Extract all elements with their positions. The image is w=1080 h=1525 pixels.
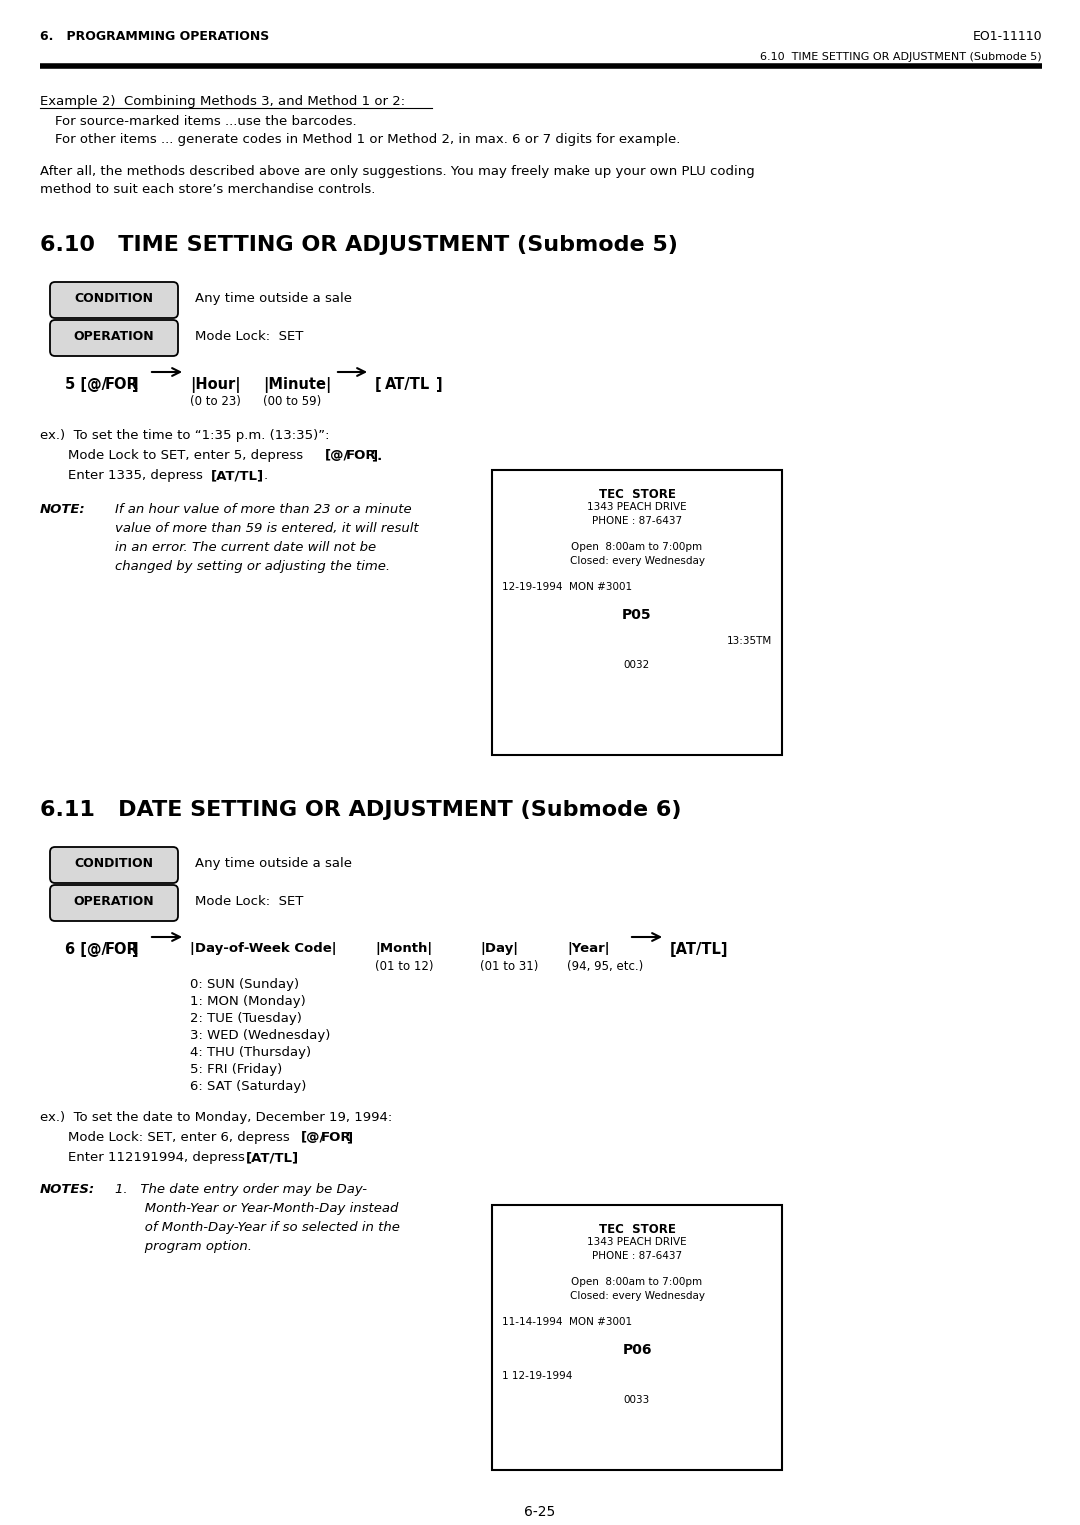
Text: Mode Lock:  SET: Mode Lock: SET [195,895,303,907]
Text: FOR: FOR [346,448,377,462]
Text: ]: ] [436,377,443,392]
FancyBboxPatch shape [50,282,178,319]
Text: |Day|: |Day| [480,942,518,955]
Text: 5 [: 5 [ [65,377,87,392]
Text: |Day-of-Week Code|: |Day-of-Week Code| [190,942,337,955]
Text: Month-Year or Year-Month-Day instead: Month-Year or Year-Month-Day instead [114,1202,399,1215]
Text: For other items ... generate codes in Method 1 or Method 2, in max. 6 or 7 digit: For other items ... generate codes in Me… [55,133,680,146]
FancyBboxPatch shape [50,884,178,921]
Text: Any time outside a sale: Any time outside a sale [195,291,352,305]
Text: AT/TL: AT/TL [384,377,430,392]
Text: If an hour value of more than 23 or a minute: If an hour value of more than 23 or a mi… [114,503,411,515]
Text: Enter 112191994, depress: Enter 112191994, depress [68,1151,249,1164]
Text: |Month|: |Month| [375,942,432,955]
Text: TEC  STORE: TEC STORE [598,1223,675,1235]
Text: ].: ]. [372,448,382,462]
Text: [AT/TL]: [AT/TL] [670,942,729,958]
Text: FOR: FOR [105,942,138,958]
Text: 0: SUN (Sunday): 0: SUN (Sunday) [190,978,299,991]
Text: PHONE : 87-6437: PHONE : 87-6437 [592,515,683,526]
Text: |Hour|: |Hour| [190,377,241,393]
Text: [AT/TL]: [AT/TL] [246,1151,299,1164]
Text: 1343 PEACH DRIVE: 1343 PEACH DRIVE [588,502,687,512]
Text: Enter 1335, depress: Enter 1335, depress [68,470,207,482]
Text: (01 to 12): (01 to 12) [375,961,433,973]
Text: of Month-Day-Year if so selected in the: of Month-Day-Year if so selected in the [114,1222,400,1234]
Text: 4: THU (Thursday): 4: THU (Thursday) [190,1046,311,1058]
Text: 5: FRI (Friday): 5: FRI (Friday) [190,1063,282,1077]
Text: Mode Lock to SET, enter 5, depress: Mode Lock to SET, enter 5, depress [68,448,308,462]
Text: value of more than 59 is entered, it will result: value of more than 59 is entered, it wil… [114,522,419,535]
Text: program option.: program option. [114,1240,252,1254]
Text: (01 to 31): (01 to 31) [480,961,538,973]
Text: [@/: [@/ [301,1132,325,1144]
Text: FOR: FOR [105,377,138,392]
Text: |Minute|: |Minute| [264,377,332,393]
Text: 13:35TM: 13:35TM [727,636,772,647]
Text: CONDITION: CONDITION [75,291,153,305]
Text: Open  8:00am to 7:00pm: Open 8:00am to 7:00pm [571,1276,703,1287]
Text: NOTES:: NOTES: [40,1183,95,1196]
Text: (94, 95, etc.): (94, 95, etc.) [567,961,644,973]
Text: [AT/TL]: [AT/TL] [211,470,265,482]
Text: For source-marked items ...use the barcodes.: For source-marked items ...use the barco… [55,114,356,128]
FancyBboxPatch shape [50,320,178,355]
Text: method to suit each store’s merchandise controls.: method to suit each store’s merchandise … [40,183,376,197]
Text: OPERATION: OPERATION [73,329,154,343]
Text: P06: P06 [622,1344,651,1357]
Text: Closed: every Wednesday: Closed: every Wednesday [569,1292,704,1301]
Text: (00 to 59): (00 to 59) [264,395,321,409]
Text: EO1-11110: EO1-11110 [972,30,1042,43]
Text: (0 to 23): (0 to 23) [190,395,241,409]
Text: 2: TUE (Tuesday): 2: TUE (Tuesday) [190,1013,302,1025]
Text: NOTE:: NOTE: [40,503,85,515]
Text: 0033: 0033 [624,1395,650,1405]
Text: 12-19-1994  MON #3001: 12-19-1994 MON #3001 [502,583,632,592]
Text: 6: SAT (Saturday): 6: SAT (Saturday) [190,1080,307,1093]
Text: |Year|: |Year| [567,942,609,955]
Text: 1343 PEACH DRIVE: 1343 PEACH DRIVE [588,1237,687,1247]
Text: ex.)  To set the time to “1:35 p.m. (13:35)”:: ex.) To set the time to “1:35 p.m. (13:3… [40,429,329,442]
Text: 0032: 0032 [624,660,650,669]
Text: Any time outside a sale: Any time outside a sale [195,857,352,869]
FancyBboxPatch shape [50,846,178,883]
Text: @/: @/ [87,377,107,392]
Text: 6.10   TIME SETTING OR ADJUSTMENT (Submode 5): 6.10 TIME SETTING OR ADJUSTMENT (Submode… [40,235,678,255]
Text: CONDITION: CONDITION [75,857,153,869]
Text: 6.   PROGRAMMING OPERATIONS: 6. PROGRAMMING OPERATIONS [40,30,269,43]
Text: ex.)  To set the date to Monday, December 19, 1994:: ex.) To set the date to Monday, December… [40,1112,392,1124]
Text: FOR: FOR [321,1132,352,1144]
Text: 1 12-19-1994: 1 12-19-1994 [502,1371,572,1382]
Text: 1.   The date entry order may be Day-: 1. The date entry order may be Day- [114,1183,367,1196]
Text: PHONE : 87-6437: PHONE : 87-6437 [592,1250,683,1261]
Text: Mode Lock: SET, enter 6, depress: Mode Lock: SET, enter 6, depress [68,1132,294,1144]
Text: 6.10  TIME SETTING OR ADJUSTMENT (Submode 5): 6.10 TIME SETTING OR ADJUSTMENT (Submode… [760,52,1042,63]
Text: P05: P05 [622,608,652,622]
Text: After all, the methods described above are only suggestions. You may freely make: After all, the methods described above a… [40,165,755,178]
Text: 1: MON (Monday): 1: MON (Monday) [190,994,306,1008]
Text: [: [ [375,377,381,392]
Text: 6-25: 6-25 [525,1505,555,1519]
Text: ]: ] [132,942,138,958]
Text: Closed: every Wednesday: Closed: every Wednesday [569,557,704,566]
Text: .: . [264,470,268,482]
Bar [492,1205,782,1470]
Text: 6 [@/: 6 [@/ [65,942,107,958]
Text: Mode Lock:  SET: Mode Lock: SET [195,329,303,343]
Bar [492,470,782,755]
Text: [@/: [@/ [325,448,349,462]
Text: OPERATION: OPERATION [73,895,154,907]
Text: Example 2)  Combining Methods 3, and Method 1 or 2:: Example 2) Combining Methods 3, and Meth… [40,95,405,108]
Text: Open  8:00am to 7:00pm: Open 8:00am to 7:00pm [571,541,703,552]
Text: in an error. The current date will not be: in an error. The current date will not b… [114,541,376,554]
Text: changed by setting or adjusting the time.: changed by setting or adjusting the time… [114,560,390,573]
Text: TEC  STORE: TEC STORE [598,488,675,502]
Text: 11-14-1994  MON #3001: 11-14-1994 MON #3001 [502,1318,632,1327]
Text: ]: ] [132,377,138,392]
Text: ]: ] [346,1132,352,1144]
Text: 3: WED (Wednesday): 3: WED (Wednesday) [190,1029,330,1042]
Text: 6.11   DATE SETTING OR ADJUSTMENT (Submode 6): 6.11 DATE SETTING OR ADJUSTMENT (Submode… [40,801,681,820]
